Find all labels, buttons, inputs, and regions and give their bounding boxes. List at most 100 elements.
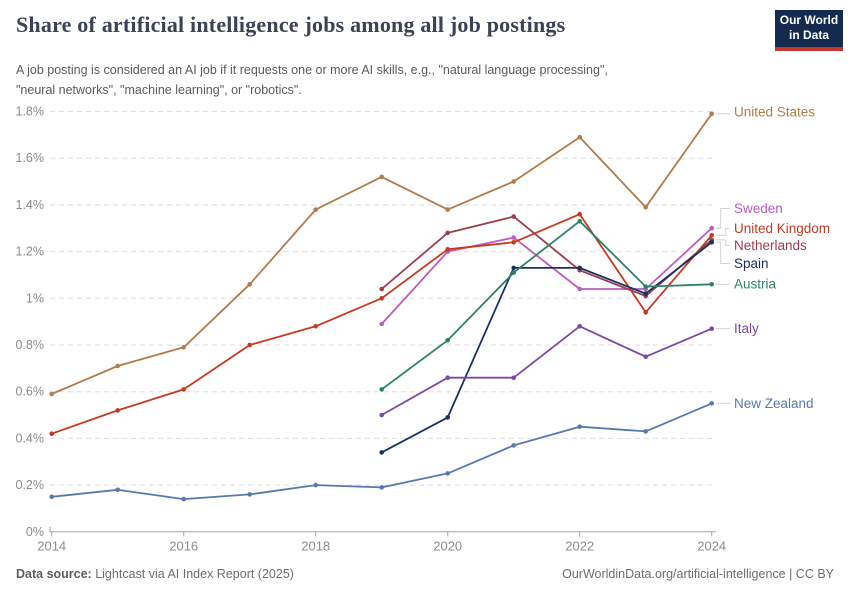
data-point-marker[interactable] <box>709 326 714 332</box>
data-point-marker[interactable] <box>709 225 714 231</box>
data-point-marker[interactable] <box>511 443 516 448</box>
data-point-marker[interactable] <box>643 429 648 434</box>
data-point-marker[interactable] <box>709 233 714 238</box>
data-point-marker[interactable] <box>313 207 319 212</box>
series-line-spain[interactable] <box>380 241 713 454</box>
x-axis-tick-label: 2022 <box>565 538 594 553</box>
y-axis-tick-label: 0.2% <box>16 478 45 492</box>
data-point-marker[interactable] <box>181 496 186 502</box>
legend-label-new-zealand[interactable]: New Zealand <box>734 396 814 411</box>
data-point-marker[interactable] <box>643 354 648 360</box>
data-point-marker[interactable] <box>643 284 648 289</box>
y-axis-tick-label: 1.4% <box>16 198 45 212</box>
legend-label-netherlands[interactable]: Netherlands <box>734 238 807 253</box>
data-source: Data source: Lightcast via AI Index Repo… <box>16 567 294 581</box>
attribution[interactable]: OurWorldinData.org/artificial-intelligen… <box>562 567 834 581</box>
legend-label-spain[interactable]: Spain <box>734 256 769 271</box>
data-point-marker[interactable] <box>181 345 186 350</box>
series-new-zealand[interactable]: New Zealand <box>49 396 814 502</box>
data-point-marker[interactable] <box>577 286 582 292</box>
data-point-marker[interactable] <box>115 363 120 369</box>
data-point-marker[interactable] <box>709 401 714 406</box>
owid-logo-line2: in Data <box>788 28 829 42</box>
data-point-marker[interactable] <box>577 211 582 217</box>
data-point-marker[interactable] <box>445 471 451 476</box>
owid-logo[interactable]: Our World in Data <box>775 10 843 51</box>
data-point-marker[interactable] <box>511 265 516 271</box>
y-axis-tick-label: 0% <box>26 525 44 539</box>
data-point-marker[interactable] <box>247 492 252 497</box>
data-point-marker[interactable] <box>445 207 451 212</box>
data-point-marker[interactable] <box>379 321 385 327</box>
data-point-marker[interactable] <box>379 387 385 392</box>
series-sweden[interactable]: Sweden <box>379 201 783 327</box>
data-point-marker[interactable] <box>511 179 516 184</box>
data-point-marker[interactable] <box>379 296 385 301</box>
data-point-marker[interactable] <box>445 247 451 252</box>
data-source-label: Data source: <box>16 567 92 581</box>
legend-connector <box>715 241 730 264</box>
data-point-marker[interactable] <box>511 375 516 381</box>
data-point-marker[interactable] <box>247 342 252 348</box>
data-point-marker[interactable] <box>709 240 714 245</box>
data-point-marker[interactable] <box>49 391 54 397</box>
data-point-marker[interactable] <box>511 270 516 275</box>
x-axis-tick-label: 2020 <box>433 538 462 553</box>
data-point-marker[interactable] <box>577 424 582 430</box>
series-austria[interactable]: Austria <box>379 218 777 392</box>
series-line-sweden[interactable] <box>380 227 713 325</box>
data-point-marker[interactable] <box>511 235 516 240</box>
data-point-marker[interactable] <box>181 387 186 392</box>
series-spain[interactable]: Spain <box>379 240 769 455</box>
data-point-marker[interactable] <box>577 324 582 329</box>
legend-label-sweden[interactable]: Sweden <box>734 201 783 216</box>
x-axis-tick-label: 2016 <box>169 538 198 553</box>
data-point-marker[interactable] <box>115 487 120 493</box>
legend-label-united-states[interactable]: United States <box>734 105 815 120</box>
data-point-marker[interactable] <box>445 415 451 420</box>
y-axis-tick-label: 0.4% <box>16 431 45 445</box>
legend-connector <box>715 239 730 246</box>
series-italy[interactable]: Italy <box>379 321 759 418</box>
series-line-italy[interactable] <box>380 325 713 416</box>
y-axis-tick-label: 1.2% <box>16 245 45 259</box>
chart-subtitle-line1: A job posting is considered an AI job if… <box>16 63 608 77</box>
data-point-marker[interactable] <box>709 282 714 287</box>
data-point-marker[interactable] <box>709 111 714 117</box>
chart-subtitle: A job posting is considered an AI job if… <box>16 60 776 100</box>
series-united-states[interactable]: United States <box>49 105 815 397</box>
data-point-marker[interactable] <box>511 214 516 219</box>
data-point-marker[interactable] <box>445 338 451 343</box>
data-point-marker[interactable] <box>643 291 648 296</box>
data-point-marker[interactable] <box>379 412 385 418</box>
data-point-marker[interactable] <box>379 450 385 455</box>
data-point-marker[interactable] <box>379 174 385 180</box>
legend-label-austria[interactable]: Austria <box>734 277 777 292</box>
data-point-marker[interactable] <box>379 286 385 292</box>
data-point-marker[interactable] <box>313 324 319 329</box>
series-line-austria[interactable] <box>380 220 713 391</box>
data-point-marker[interactable] <box>511 240 516 245</box>
data-point-marker[interactable] <box>49 431 54 437</box>
data-point-marker[interactable] <box>445 375 451 381</box>
data-point-marker[interactable] <box>49 494 54 500</box>
x-axis-tick-label: 2014 <box>37 538 66 553</box>
data-point-marker[interactable] <box>577 265 582 271</box>
legend-label-italy[interactable]: Italy <box>734 321 759 336</box>
data-point-marker[interactable] <box>643 310 648 315</box>
data-point-marker[interactable] <box>247 282 252 287</box>
data-point-marker[interactable] <box>445 230 451 236</box>
y-axis-tick-label: 1.8% <box>16 105 45 119</box>
data-point-marker[interactable] <box>115 408 120 413</box>
data-point-marker[interactable] <box>313 482 319 488</box>
x-axis-tick-label: 2024 <box>697 538 726 553</box>
data-point-marker[interactable] <box>643 204 648 210</box>
data-point-marker[interactable] <box>577 134 582 140</box>
data-point-marker[interactable] <box>577 218 582 224</box>
data-point-marker[interactable] <box>379 485 385 490</box>
legend-label-united-kingdom[interactable]: United Kingdom <box>734 221 830 236</box>
chart-subtitle-line2: "neural networks", "machine learning", o… <box>16 83 302 97</box>
series-united-kingdom[interactable]: United Kingdom <box>49 211 830 437</box>
